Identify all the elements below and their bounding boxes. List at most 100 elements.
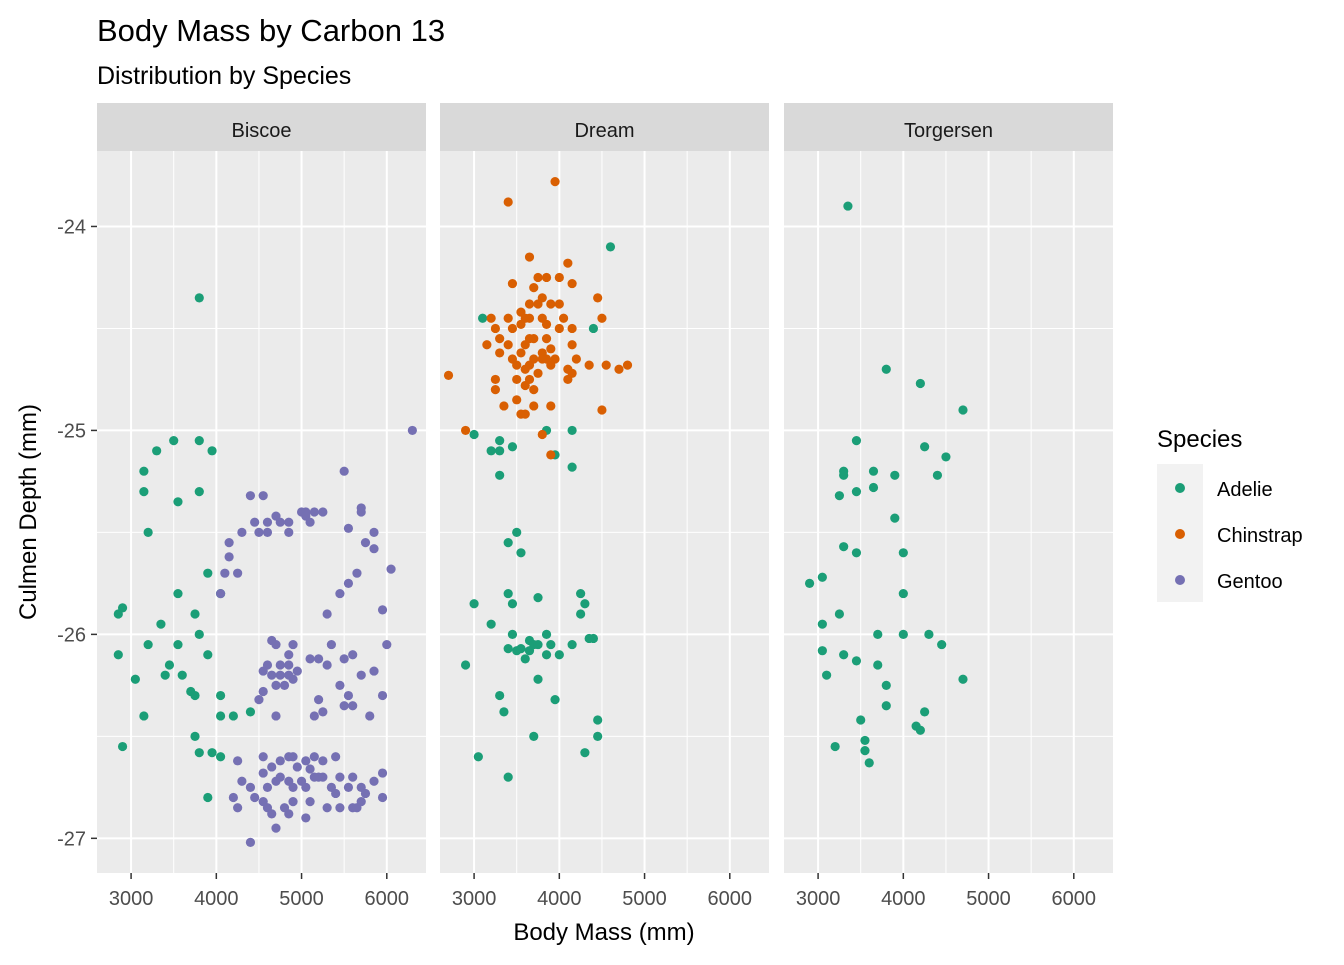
data-point-adelie [203,792,213,803]
data-point-chinstrap [495,348,505,358]
data-point-adelie [920,707,930,717]
data-point-gentoo [339,466,349,476]
data-point-adelie [817,619,827,629]
data-point-chinstrap [541,319,552,329]
data-point-gentoo [258,686,268,697]
data-point-gentoo [215,588,226,599]
data-point-chinstrap [614,364,624,374]
data-point-adelie [478,313,488,323]
data-point-gentoo [288,674,298,684]
data-point-gentoo [301,813,311,823]
data-point-adelie [194,436,204,446]
data-point-adelie [843,201,853,211]
data-point-adelie [139,711,149,721]
data-point-gentoo [369,776,379,786]
data-point-adelie [460,660,471,670]
data-point-adelie [588,323,599,334]
legend-label-chinstrap: Chinstrap [1217,525,1303,547]
data-point-chinstrap [524,299,535,309]
facet-panel-torgersen: Torgersen 3000 4000 5000 6000 [784,103,1113,910]
data-point-chinstrap [524,313,535,323]
data-point-chinstrap [537,429,547,440]
data-point-gentoo [377,605,388,615]
data-point-chinstrap [520,409,530,419]
data-point-chinstrap [554,323,564,334]
data-point-gentoo [245,491,256,501]
data-point-gentoo [318,772,328,782]
data-point-adelie [898,548,908,558]
data-point-gentoo [309,752,319,762]
data-point-adelie [580,748,590,758]
data-point-adelie [898,629,908,639]
data-point-adelie [567,425,577,436]
data-point-adelie [486,619,496,629]
data-point-adelie [541,650,552,660]
x-tick-label: 4000 [194,888,239,910]
data-point-adelie [839,542,849,552]
data-point-adelie [156,619,166,629]
data-point-gentoo [279,680,290,690]
data-point-adelie [207,748,217,758]
data-point-chinstrap [546,299,556,309]
data-point-gentoo [228,792,238,803]
data-point-chinstrap [490,374,501,385]
data-point-gentoo [331,752,341,762]
data-point-gentoo [335,803,345,813]
y-axis: -24 -25 -26 -27 [57,216,97,850]
data-point-adelie [194,629,204,639]
data-point-gentoo [288,782,298,792]
data-point-adelie [834,609,845,619]
data-point-adelie [593,731,603,741]
x-tick-label: 3000 [452,888,497,910]
x-tick-label: 6000 [708,888,753,910]
data-point-chinstrap [550,176,560,187]
data-point-gentoo [233,756,243,766]
data-point-adelie [215,690,226,701]
y-tick-label: -24 [57,216,86,238]
legend-key-adelie [1175,483,1185,493]
data-point-chinstrap [622,360,633,370]
facet-strip [784,103,1113,151]
y-tick-label: -26 [57,624,86,646]
data-point-chinstrap [516,348,526,358]
data-point-gentoo [331,788,341,799]
data-point-adelie [915,378,925,389]
data-point-chinstrap [601,360,611,370]
data-point-adelie [503,644,513,654]
data-point-adelie [173,497,183,507]
data-point-gentoo [377,690,388,701]
data-point-gentoo [314,654,324,664]
data-point-adelie [173,588,183,599]
data-point-chinstrap [567,340,577,350]
data-point-chinstrap [529,385,539,395]
data-point-gentoo [318,707,328,717]
data-point-adelie [486,446,496,456]
data-point-gentoo [348,772,358,782]
facet-panel-dream: Dream 3000 4000 5000 6000 [440,103,769,910]
data-point-gentoo [233,803,243,813]
data-point-gentoo [220,568,230,578]
data-point-gentoo [271,639,281,650]
data-point-adelie [851,656,862,666]
data-point-adelie [937,639,947,650]
x-tick-label: 5000 [622,888,667,910]
data-point-gentoo [284,527,294,537]
data-point-gentoo [360,788,371,799]
data-point-chinstrap [533,368,543,378]
data-point-gentoo [407,425,417,436]
y-axis-label: Culmen Depth (mm) [15,404,42,620]
data-point-adelie [550,695,560,705]
data-point-gentoo [284,517,294,527]
data-point-adelie [177,670,187,680]
data-point-chinstrap [512,360,522,370]
data-point-chinstrap [593,293,603,303]
data-point-adelie [817,572,827,582]
data-point-gentoo [284,660,294,670]
data-point-adelie [495,446,505,456]
data-point-chinstrap [529,401,539,411]
data-point-gentoo [335,588,345,599]
data-point-gentoo [356,507,366,517]
data-point-chinstrap [507,278,518,289]
data-point-chinstrap [520,340,530,350]
